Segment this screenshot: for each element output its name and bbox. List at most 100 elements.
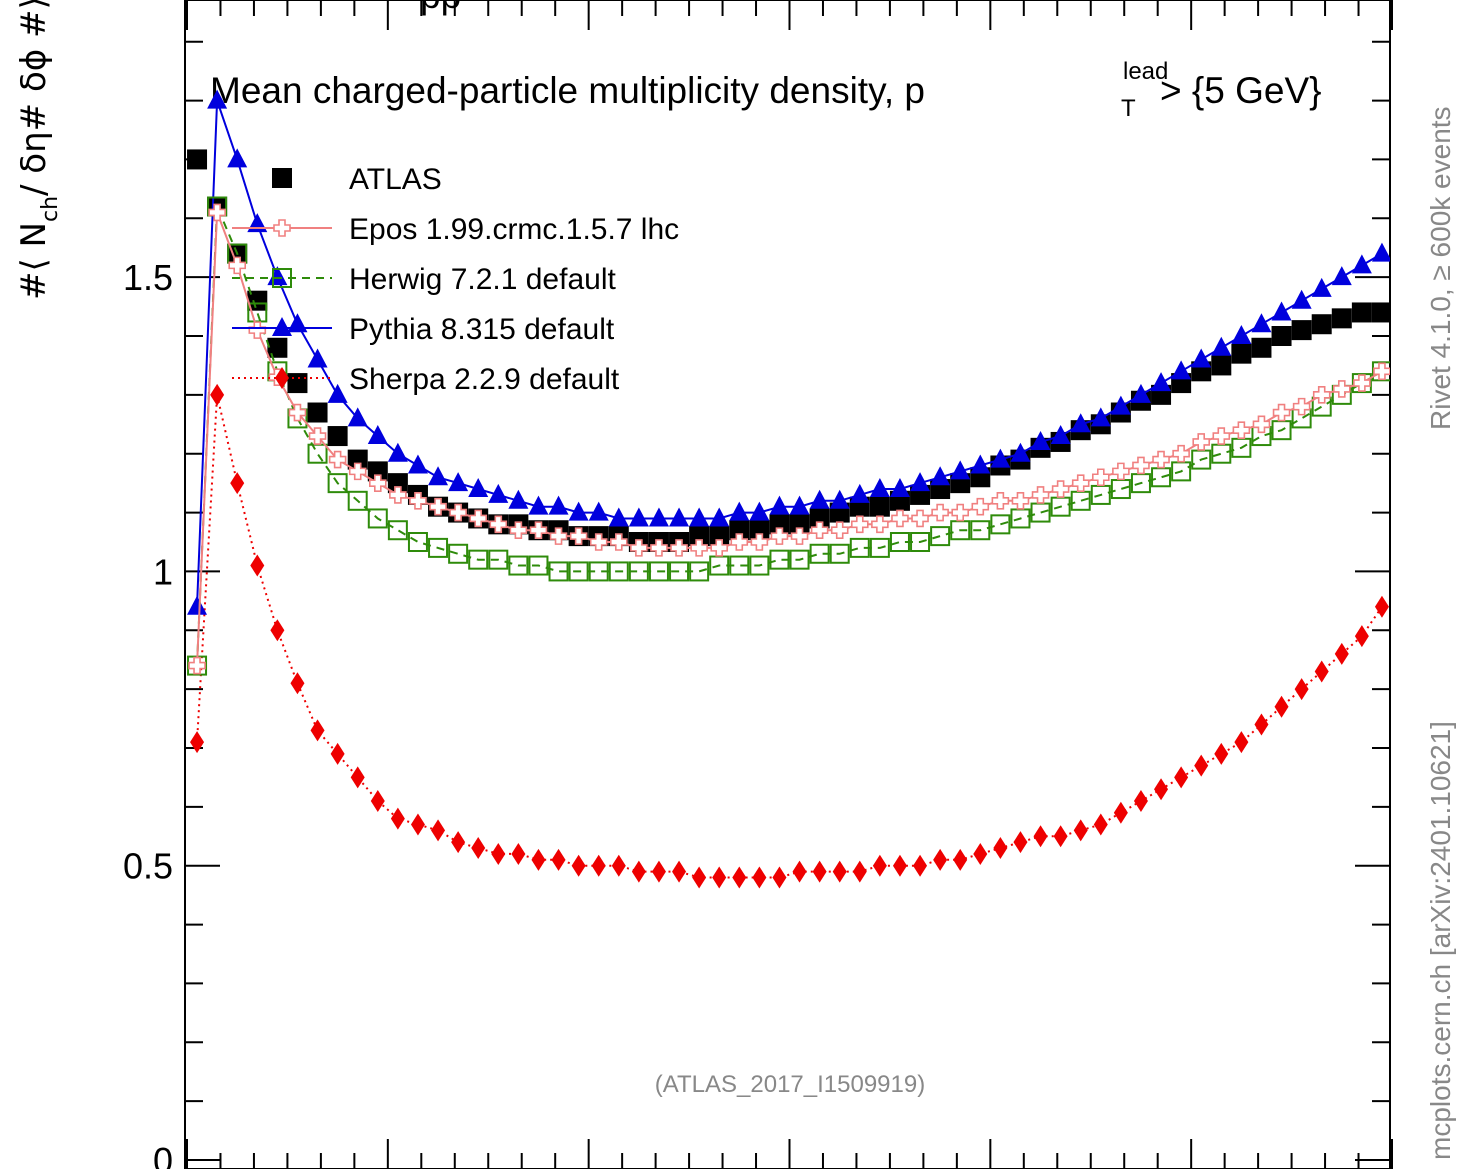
data-point — [1312, 386, 1331, 404]
data-point — [390, 807, 405, 830]
data-point — [1331, 308, 1352, 329]
data-point — [930, 466, 951, 486]
top-title-fragment: pp — [420, 0, 461, 16]
data-point — [871, 515, 889, 534]
data-point — [488, 549, 509, 570]
data-point — [692, 866, 707, 889]
data-point — [772, 866, 787, 889]
data-point — [690, 539, 708, 557]
data-point — [1132, 456, 1150, 475]
data-point — [1192, 433, 1211, 451]
data-point — [1070, 490, 1091, 511]
data-point — [1254, 713, 1269, 736]
series-square-open — [187, 196, 1390, 676]
data-point — [1211, 336, 1232, 356]
data-point — [347, 490, 368, 511]
data-point — [1351, 302, 1372, 323]
data-point — [991, 492, 1010, 510]
data-point — [1031, 486, 1050, 504]
data-point — [230, 472, 245, 495]
data-point — [792, 860, 807, 883]
data-point — [347, 407, 368, 427]
data-point — [628, 561, 649, 582]
legend: ATLAS Epos 1.99.crmc.1.5.7 lhc Herwig 7.2.… — [232, 163, 679, 396]
data-point — [789, 549, 810, 570]
data-point — [468, 549, 489, 570]
data-point — [307, 348, 328, 368]
data-point — [1154, 778, 1169, 801]
data-point — [451, 831, 466, 854]
data-point — [1151, 372, 1172, 392]
legend-entry: Herwig 7.2.1 default — [232, 263, 616, 296]
data-point — [287, 373, 308, 394]
data-point — [631, 860, 646, 883]
data-point — [488, 483, 509, 503]
data-point — [869, 478, 890, 498]
data-point — [208, 203, 226, 222]
data-point — [407, 532, 428, 553]
data-point — [1073, 819, 1088, 842]
data-point — [247, 213, 268, 233]
data-point — [549, 527, 568, 545]
data-point — [1050, 425, 1071, 445]
data-point — [669, 507, 690, 527]
data-point — [889, 532, 910, 553]
legend-marker — [273, 219, 291, 237]
data-point — [951, 503, 970, 522]
data-point — [270, 619, 285, 642]
legend-marker — [272, 168, 292, 188]
legend-marker — [275, 367, 289, 389]
data-point — [307, 443, 328, 464]
rivet-version-text: Rivet 4.1.0, ≥ 600k events — [1425, 106, 1456, 430]
data-point — [953, 848, 968, 871]
data-point — [970, 454, 991, 474]
data-point — [849, 537, 870, 558]
data-point — [1251, 313, 1272, 333]
data-point — [1311, 314, 1332, 335]
data-point — [187, 595, 208, 615]
data-point — [1231, 343, 1252, 364]
data-point — [1291, 289, 1312, 309]
data-point — [990, 448, 1011, 468]
series-cross-open — [188, 203, 1390, 675]
data-point — [709, 507, 730, 527]
data-point — [1151, 467, 1172, 488]
data-point — [1274, 695, 1289, 718]
data-point — [387, 520, 408, 541]
data-point — [850, 515, 869, 534]
data-point — [327, 426, 348, 447]
title-subscript: T — [1121, 95, 1136, 122]
data-point — [431, 819, 446, 842]
data-point — [1351, 373, 1372, 394]
data-point — [428, 537, 449, 558]
data-point — [729, 520, 750, 541]
data-point — [830, 521, 849, 540]
data-point — [973, 842, 988, 865]
data-point — [1030, 430, 1051, 450]
plot-title: Mean charged-particle multiplicity densi… — [210, 58, 1322, 122]
legend-label: Sherpa 2.2.9 default — [349, 363, 620, 396]
data-point — [448, 472, 469, 492]
data-point — [1130, 383, 1151, 403]
data-point — [1211, 443, 1232, 464]
data-point — [1354, 625, 1369, 648]
y-axis-label-main: #⟨ N — [14, 222, 54, 300]
data-point — [1271, 301, 1292, 321]
data-point — [1334, 642, 1349, 665]
data-point — [1314, 660, 1329, 683]
y-axis-label: #⟨ Nch/ δη# δϕ #⟩ — [14, 0, 63, 300]
data-point — [591, 854, 606, 877]
data-point — [911, 509, 929, 528]
data-point — [1112, 462, 1130, 481]
data-point — [1251, 337, 1272, 358]
data-point — [367, 425, 388, 445]
series-layer — [187, 89, 1390, 889]
data-point — [548, 495, 569, 515]
y-axis-label-text: #⟨ Nch/ δη# δϕ #⟩ — [14, 0, 63, 300]
data-point — [769, 514, 790, 535]
y-tick-label: 1.5 — [123, 257, 173, 298]
data-point — [248, 321, 267, 339]
data-point — [770, 527, 789, 545]
data-point — [287, 313, 308, 333]
